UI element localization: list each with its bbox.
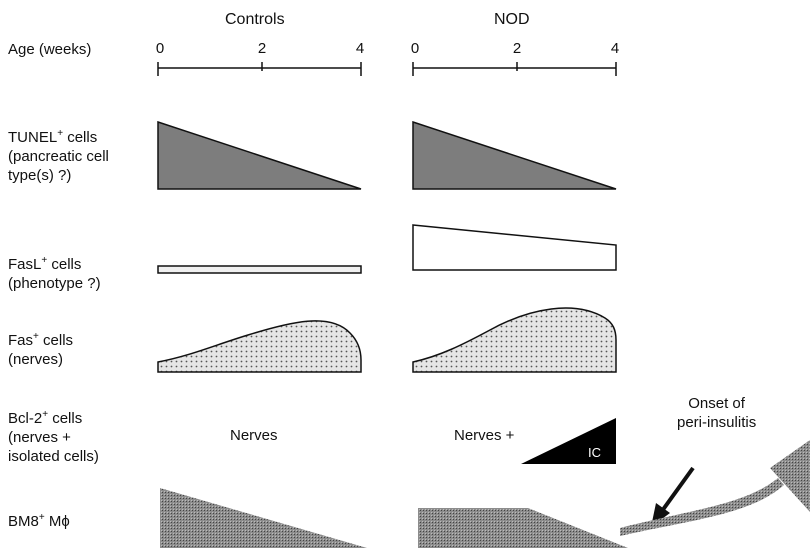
- tunel-label-line2: (pancreatic cell: [8, 148, 109, 165]
- ic-triangle-shape: [521, 418, 616, 464]
- bm8-nod-shape: [418, 508, 628, 548]
- controls-tick-0: 0: [155, 40, 165, 57]
- tunel-label-line3: type(s) ?): [8, 167, 72, 184]
- controls-tick-4: 4: [355, 40, 365, 57]
- nod-axis: [412, 62, 617, 76]
- tunel-label-suffix: cells: [63, 129, 98, 146]
- onset-annotation-line1: Onset of: [688, 395, 745, 412]
- bcl2-label-line2: (nerves +: [8, 429, 71, 446]
- bm8-label-suffix: Mϕ: [44, 513, 70, 530]
- tunel-nod-shape: [412, 120, 617, 190]
- fas-label-line2: (nerves): [8, 351, 64, 368]
- bcl2-label: Bcl-2+ cells (nerves + isolated cells): [8, 405, 99, 466]
- fasl-label-name: FasL: [8, 256, 42, 273]
- fasl-label: FasL+ cells (phenotype ?): [8, 251, 101, 293]
- fasl-label-line2: (phenotype ?): [8, 275, 101, 292]
- bm8-controls-shape: [160, 488, 367, 548]
- tunel-label: TUNEL+ cells (pancreatic cell type(s) ?): [8, 124, 109, 185]
- tunel-label-name: TUNEL: [8, 129, 58, 146]
- fas-label: Fas+ cells (nerves): [8, 327, 73, 369]
- tunel-label-sup: +: [57, 128, 64, 139]
- bcl2-controls-text: Nerves: [230, 427, 278, 444]
- fas-label-name: Fas: [8, 332, 34, 349]
- curved-arrow-head: [770, 440, 810, 512]
- onset-annotation: Onset of peri-insulitis: [677, 394, 756, 432]
- fas-label-sup: +: [33, 331, 39, 342]
- fas-nod-shape: [412, 307, 617, 373]
- bm8-label: BM8+ Mϕ: [8, 508, 70, 531]
- onset-arrow-line: [660, 466, 695, 513]
- bcl2-label-line3: isolated cells): [8, 448, 99, 465]
- fasl-nod-shape: [412, 224, 617, 271]
- bm8-label-name: BM8: [8, 513, 39, 530]
- bcl2-nod-text: Nerves +: [454, 427, 515, 444]
- bcl2-label-sup: +: [42, 409, 49, 420]
- nod-tick-2: 2: [512, 40, 522, 57]
- fas-controls-shape: [157, 320, 362, 373]
- fas-label-suffix: cells: [38, 332, 74, 349]
- onset-annotation-line2: peri-insulitis: [677, 414, 757, 431]
- bcl2-label-name: Bcl-2: [8, 410, 43, 427]
- controls-axis: [157, 62, 362, 76]
- fasl-label-suffix: cells: [47, 256, 82, 273]
- curved-arrow-body: [620, 478, 784, 536]
- bcl2-label-suffix: cells: [48, 410, 83, 427]
- nod-header: NOD: [494, 11, 530, 28]
- ic-label: IC: [588, 445, 601, 460]
- fasl-controls-shape: [157, 265, 362, 274]
- fasl-label-sup: +: [41, 255, 48, 266]
- controls-header: Controls: [225, 11, 285, 28]
- bm8-label-sup: +: [38, 512, 45, 523]
- controls-tick-2: 2: [257, 40, 267, 57]
- age-label: Age (weeks): [8, 41, 92, 58]
- nod-tick-0: 0: [410, 40, 420, 57]
- tunel-controls-shape: [157, 120, 362, 190]
- nod-tick-4: 4: [610, 40, 620, 57]
